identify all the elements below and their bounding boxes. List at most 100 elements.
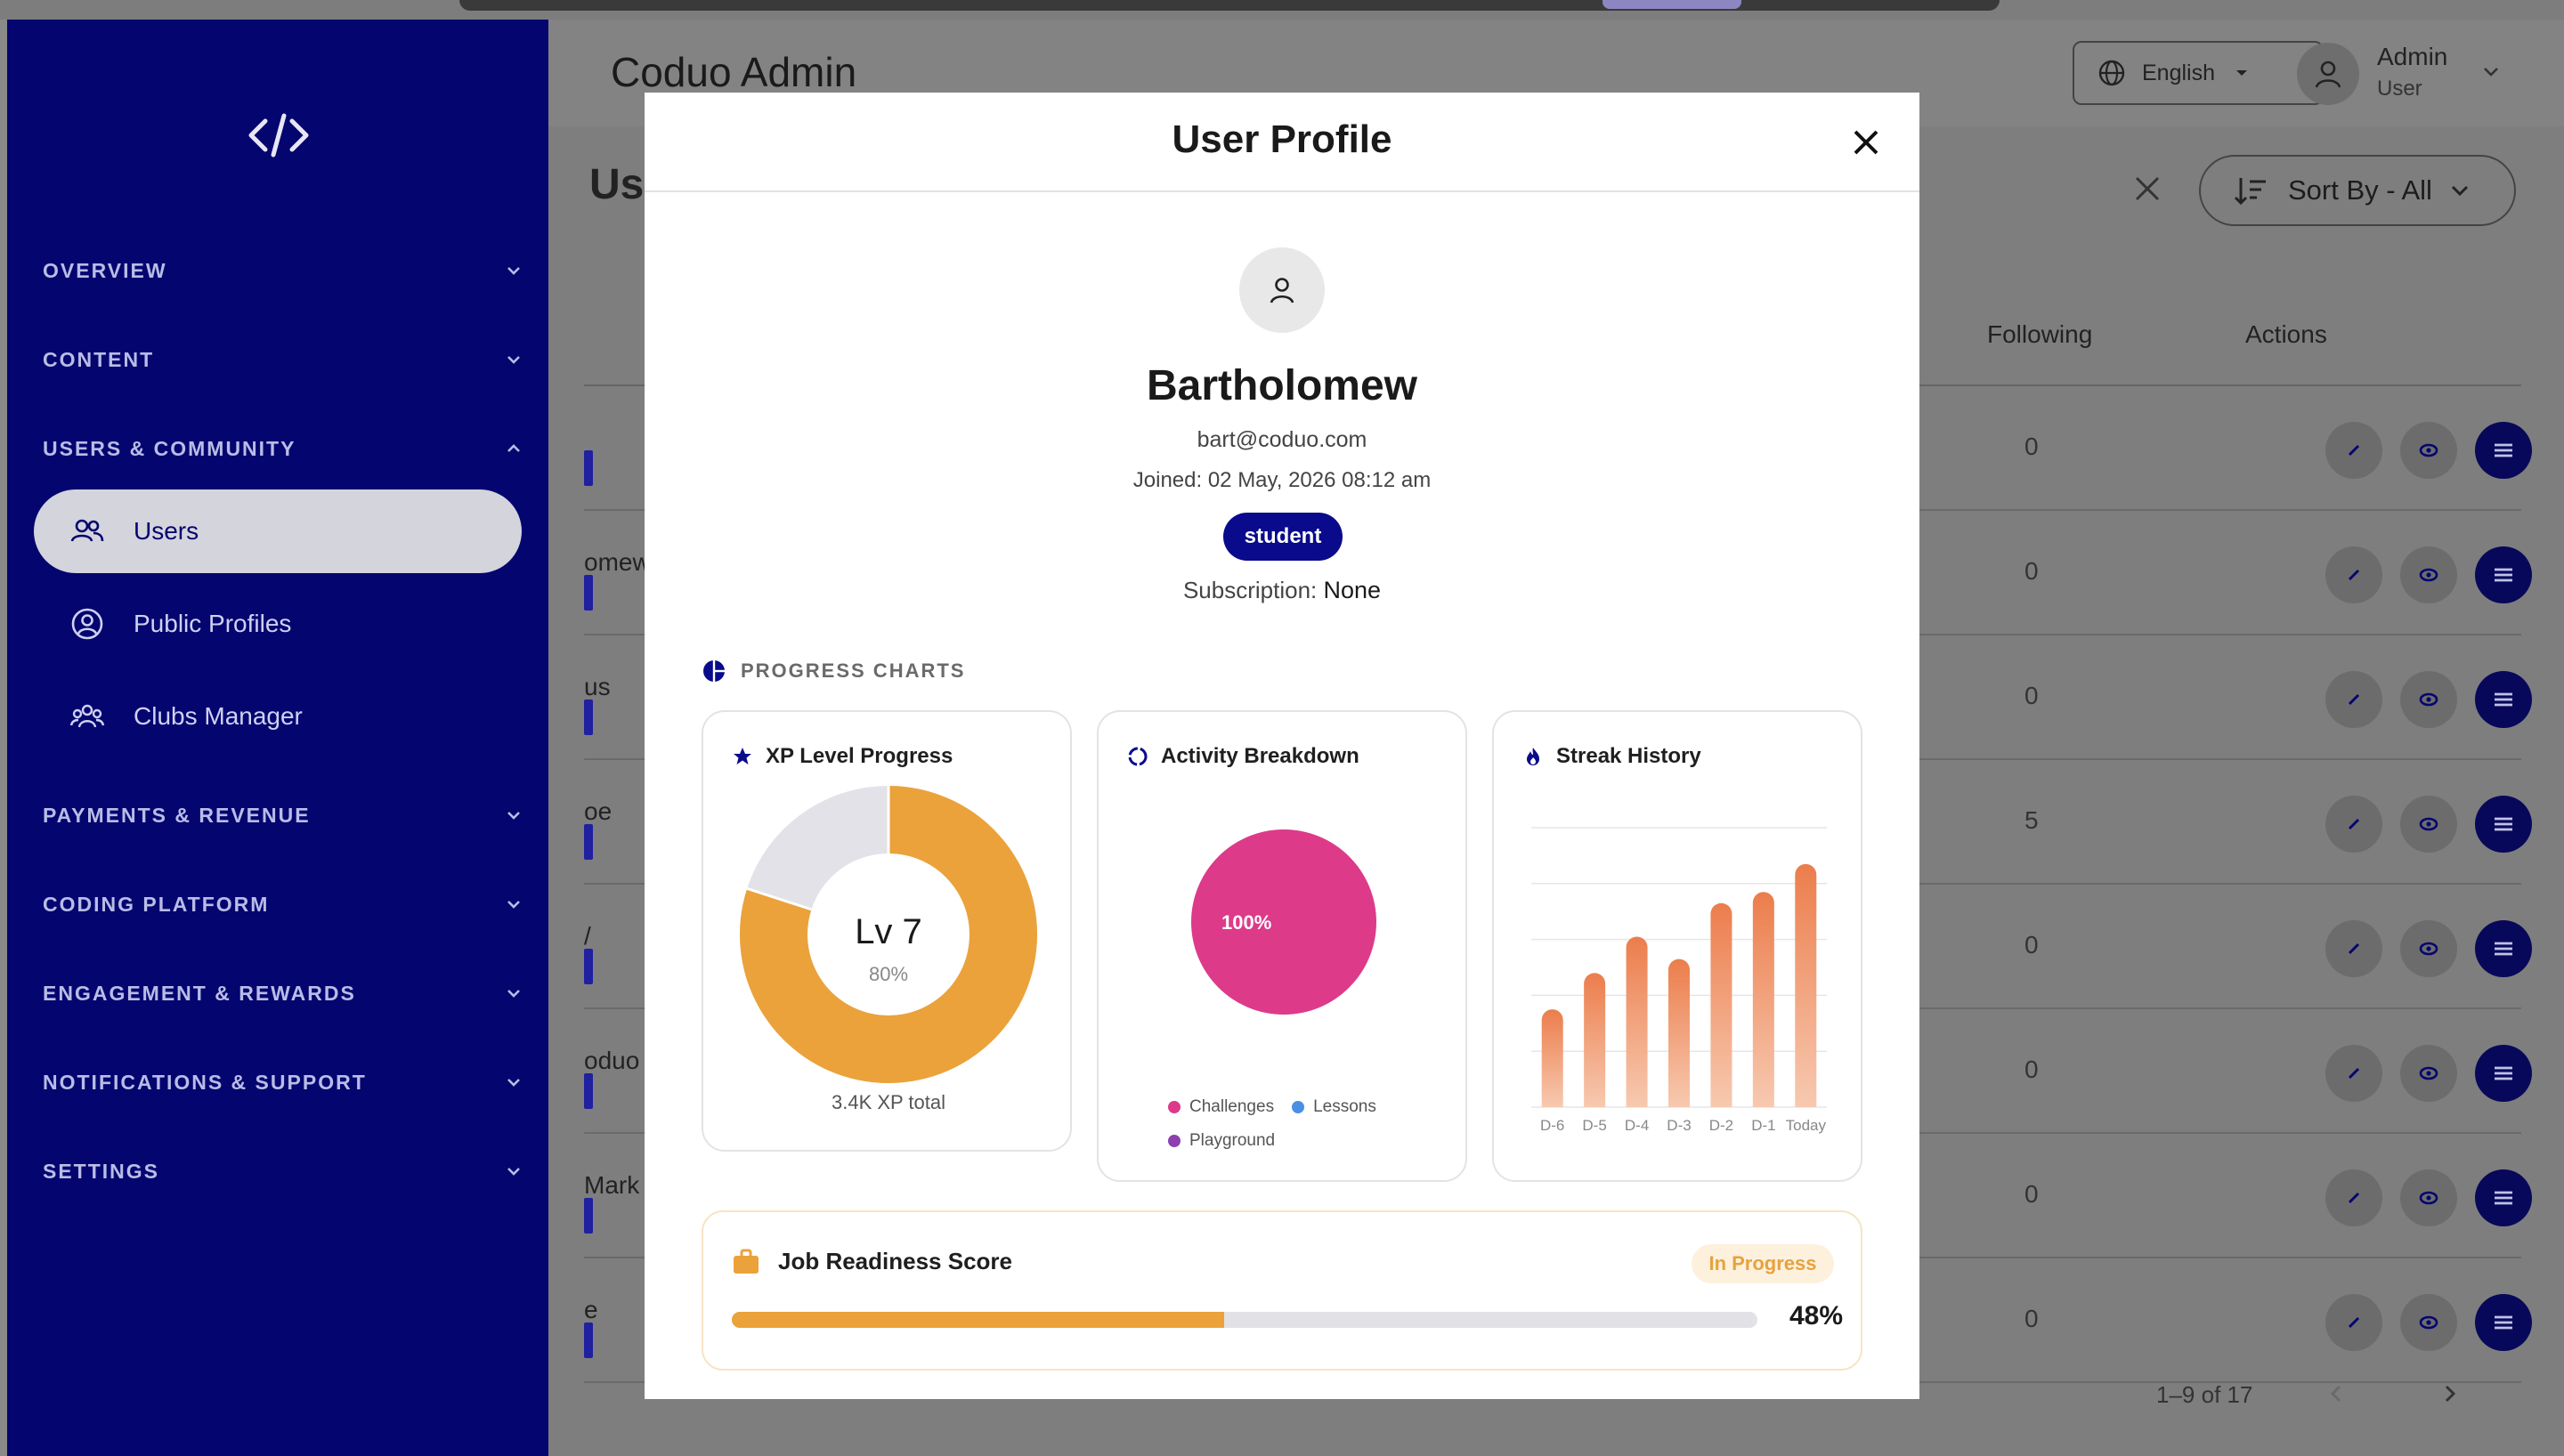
code-logo-icon[interactable]	[247, 109, 310, 162]
legend-item-playground[interactable]: Playground	[1168, 1125, 1275, 1157]
close-icon	[1854, 130, 1878, 155]
chevron-down-icon	[507, 1168, 520, 1176]
menu-button[interactable]	[2475, 546, 2532, 603]
role-badge: student	[1223, 513, 1343, 561]
x-tick-label: D-4	[1625, 1117, 1649, 1134]
eye-icon	[2419, 1066, 2438, 1080]
pagination-range: 1–9 of 17	[2156, 1381, 2253, 1408]
job-readiness-label: Job Readiness Score	[778, 1248, 1012, 1274]
nav-section-users-community[interactable]: USERS & COMMUNITY	[43, 431, 523, 466]
view-button[interactable]	[2400, 1294, 2457, 1351]
pie-chart-icon	[703, 660, 725, 682]
legend-label: Challenges	[1189, 1097, 1275, 1116]
view-button[interactable]	[2400, 1169, 2457, 1226]
pencil-icon	[2348, 1192, 2360, 1204]
nav-section-overview[interactable]: OVERVIEW	[43, 253, 523, 288]
sort-button[interactable]: Sort By - All	[2199, 155, 2516, 226]
user-name-cell: /	[584, 922, 591, 950]
nav-section-notifications[interactable]: NOTIFICATIONS & SUPPORT	[43, 1064, 523, 1100]
view-button[interactable]	[2400, 920, 2457, 977]
menu-button[interactable]	[2475, 422, 2532, 479]
streak-bar-today[interactable]	[1795, 863, 1817, 1107]
view-button[interactable]	[2400, 671, 2457, 728]
following-cell: 0	[2024, 1305, 2039, 1332]
streak-bar-d-2[interactable]	[1710, 902, 1732, 1107]
view-button[interactable]	[2400, 1045, 2457, 1102]
chevron-down-icon[interactable]	[2479, 59, 2503, 84]
streak-bar-d-1[interactable]	[1752, 892, 1774, 1107]
xp-donut-chart: Lv 7 80%	[740, 781, 1037, 1083]
chevron-down-icon	[507, 1079, 520, 1087]
menu-button[interactable]	[2475, 920, 2532, 977]
streak-bar-d-3[interactable]	[1668, 959, 1690, 1107]
chevron-down-icon	[507, 267, 520, 275]
user-profile-modal: User Profile Bartholomew bart@coduo.com …	[645, 93, 1919, 1399]
row-marker	[584, 1323, 593, 1358]
following-cell: 0	[2024, 1056, 2039, 1083]
legend-swatch	[1292, 1101, 1305, 1113]
nav-section-label: OVERVIEW	[43, 258, 167, 282]
profile-circle-icon	[68, 604, 107, 643]
view-button[interactable]	[2400, 422, 2457, 479]
streak-bar-d-4[interactable]	[1626, 936, 1648, 1107]
menu-button[interactable]	[2475, 1169, 2532, 1226]
xp-total: 3.4K XP total	[831, 1091, 945, 1113]
nav-section-settings[interactable]: SETTINGS	[43, 1153, 523, 1189]
xp-percent-label: 80%	[869, 963, 908, 985]
edit-button[interactable]	[2325, 1045, 2382, 1102]
nav-section-engagement[interactable]: ENGAGEMENT & REWARDS	[43, 975, 523, 1011]
sidebar-item-users[interactable]: Users	[34, 489, 522, 573]
nav-section-content[interactable]: CONTENT	[43, 342, 523, 377]
card-title: Activity Breakdown	[1127, 744, 1359, 769]
row-marker	[584, 450, 593, 486]
view-button[interactable]	[2400, 546, 2457, 603]
edit-button[interactable]	[2325, 546, 2382, 603]
edit-button[interactable]	[2325, 1169, 2382, 1226]
xp-donut-seam	[743, 886, 812, 911]
chevron-up-icon	[507, 444, 520, 452]
nav-section-payments[interactable]: PAYMENTS & REVENUE	[43, 797, 523, 833]
edit-button[interactable]	[2325, 920, 2382, 977]
edit-button[interactable]	[2325, 1294, 2382, 1351]
card-title: XP Level Progress	[732, 744, 953, 769]
subscription-status: Subscription: None	[645, 577, 1919, 604]
user-icon	[1270, 278, 1294, 303]
pencil-icon	[2348, 444, 2360, 457]
legend-item-challenges[interactable]: Challenges	[1168, 1091, 1274, 1123]
chevron-right-icon[interactable]	[2438, 1381, 2463, 1406]
sidebar-item-label: Public Profiles	[134, 610, 292, 637]
xp-level-label: Lv 7	[855, 912, 922, 951]
progress-charts-heading: PROGRESS CHARTS	[702, 659, 965, 684]
menu-icon	[2495, 1066, 2512, 1080]
following-cell: 5	[2024, 806, 2039, 834]
menu-button[interactable]	[2475, 796, 2532, 853]
legend-item-lessons[interactable]: Lessons	[1292, 1091, 1376, 1123]
menu-button[interactable]	[2475, 1045, 2532, 1102]
menu-button[interactable]	[2475, 1294, 2532, 1351]
sidebar-item-clubs-manager[interactable]: Clubs Manager	[34, 675, 522, 758]
x-tick-label: D-1	[1751, 1117, 1775, 1134]
avatar[interactable]	[2297, 43, 2359, 105]
chevron-left-icon[interactable]	[2324, 1381, 2349, 1406]
language-select[interactable]: English	[2073, 41, 2324, 105]
modal-header: User Profile	[645, 93, 1919, 192]
row-marker	[584, 575, 593, 611]
card-title: Streak History	[1522, 744, 1701, 769]
close-button[interactable]	[1846, 123, 1886, 162]
profile-joined-date: Joined: 02 May, 2026 08:12 am	[1132, 468, 1432, 492]
clear-filter-icon[interactable]	[2128, 169, 2167, 208]
sidebar-item-public-profiles[interactable]: Public Profiles	[34, 582, 522, 666]
menu-button[interactable]	[2475, 671, 2532, 728]
column-header-following[interactable]: Following	[1987, 320, 2093, 348]
edit-button[interactable]	[2325, 422, 2382, 479]
streak-bar-d-6[interactable]	[1541, 1009, 1563, 1107]
nav-section-coding-platform[interactable]: CODING PLATFORM	[43, 886, 523, 922]
flame-icon	[1527, 748, 1539, 765]
view-button[interactable]	[2400, 796, 2457, 853]
menu-icon	[2495, 443, 2512, 457]
edit-button[interactable]	[2325, 671, 2382, 728]
pie-slice-challenges[interactable]	[1191, 829, 1376, 1015]
eye-icon	[2419, 1191, 2438, 1205]
edit-button[interactable]	[2325, 796, 2382, 853]
streak-bar-d-5[interactable]	[1584, 973, 1606, 1107]
